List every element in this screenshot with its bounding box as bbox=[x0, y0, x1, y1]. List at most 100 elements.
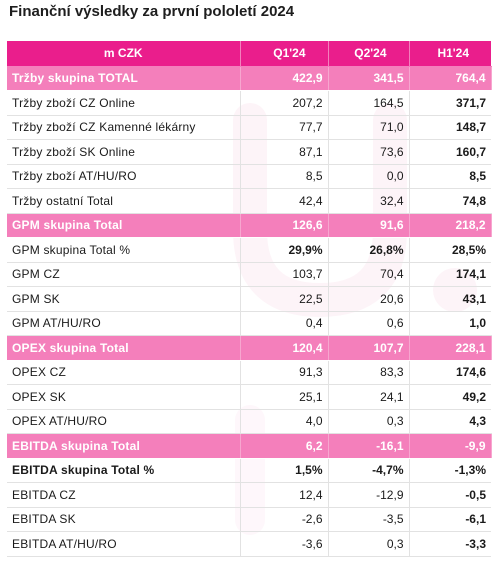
cell-q1: 12,4 bbox=[240, 482, 329, 508]
cell-h1: 228,1 bbox=[409, 335, 492, 361]
cell-q1: 25,1 bbox=[240, 384, 329, 410]
cell-q1: 120,4 bbox=[240, 335, 329, 361]
table-row: Tržby ostatní Total 42,4 32,4 74,8 bbox=[7, 188, 491, 214]
cell-q1: -2,6 bbox=[240, 507, 329, 532]
row-label: GPM CZ bbox=[7, 262, 241, 287]
table-row: OPEX SK 25,1 24,1 49,2 bbox=[7, 384, 491, 410]
cell-q2: 73,6 bbox=[328, 139, 410, 165]
cell-h1: 8,5 bbox=[409, 164, 491, 189]
cell-q1: 0,4 bbox=[240, 311, 329, 336]
cell-h1: -3,3 bbox=[409, 531, 491, 557]
cell-q1: -3,6 bbox=[240, 531, 329, 557]
cell-q1: 91,3 bbox=[240, 360, 329, 385]
cell-h1: 160,7 bbox=[409, 139, 491, 165]
table-row: Tržby zboží AT/HU/RO 8,5 0,0 8,5 bbox=[7, 164, 491, 189]
cell-q1: 77,7 bbox=[240, 115, 329, 140]
row-label: Tržby skupina TOTAL bbox=[7, 66, 241, 91]
cell-h1: -9,9 bbox=[409, 433, 492, 459]
table-row: OPEX CZ 91,3 83,3 174,6 bbox=[7, 360, 491, 385]
table-body: Tržby skupina TOTAL 422,9 341,5 764,4 Tržby … bbox=[7, 66, 492, 557]
row-label: Tržby zboží AT/HU/RO bbox=[7, 164, 241, 189]
row-label: EBITDA skupina Total bbox=[7, 433, 241, 459]
cell-q2: 26,8% bbox=[328, 237, 410, 263]
row-label: EBITDA skupina Total % bbox=[7, 458, 241, 483]
cell-h1: 764,4 bbox=[409, 66, 492, 91]
cell-q1: 22,5 bbox=[240, 286, 329, 312]
cell-h1: 74,8 bbox=[409, 188, 491, 214]
cell-h1: 49,2 bbox=[409, 384, 491, 410]
cell-q1: 8,5 bbox=[240, 164, 329, 189]
cell-q2: 0,0 bbox=[328, 164, 410, 189]
cell-q2: 0,6 bbox=[328, 311, 410, 336]
cell-h1: 4,3 bbox=[409, 409, 491, 434]
cell-h1: 43,1 bbox=[409, 286, 491, 312]
cell-q1: 29,9% bbox=[240, 237, 329, 263]
row-label: GPM SK bbox=[7, 286, 241, 312]
cell-h1: 148,7 bbox=[409, 115, 491, 140]
row-label: GPM skupina Total bbox=[7, 213, 241, 238]
header-unit: m CZK bbox=[7, 41, 241, 67]
cell-h1: -6,1 bbox=[409, 507, 491, 532]
cell-q1: 1,5% bbox=[240, 458, 329, 483]
cell-h1: 28,5% bbox=[409, 237, 491, 263]
row-label: GPM skupina Total % bbox=[7, 237, 241, 263]
table-row: EBITDA CZ 12,4 -12,9 -0,5 bbox=[7, 482, 491, 508]
cell-q1: 87,1 bbox=[240, 139, 329, 165]
cell-q2: 91,6 bbox=[328, 213, 410, 238]
row-label: GPM AT/HU/RO bbox=[7, 311, 241, 336]
row-label: Tržby ostatní Total bbox=[7, 188, 241, 214]
cell-q2: -3,5 bbox=[328, 507, 410, 532]
cell-h1: 174,1 bbox=[409, 262, 491, 287]
cell-q2: -4,7% bbox=[328, 458, 410, 483]
table-row: OPEX AT/HU/RO 4,0 0,3 4,3 bbox=[7, 409, 491, 434]
row-label: Tržby zboží CZ Kamenné lékárny bbox=[7, 115, 241, 140]
cell-q2: 71,0 bbox=[328, 115, 410, 140]
table-row: GPM CZ 103,7 70,4 174,1 bbox=[7, 262, 491, 287]
cell-q2: -16,1 bbox=[328, 433, 410, 459]
cell-q2: 24,1 bbox=[328, 384, 410, 410]
cell-h1: -1,3% bbox=[409, 458, 491, 483]
row-label: EBITDA CZ bbox=[7, 482, 241, 508]
row-label: Tržby zboží SK Online bbox=[7, 139, 241, 165]
row-label: OPEX SK bbox=[7, 384, 241, 410]
table-row: GPM skupina Total % 29,9% 26,8% 28,5% bbox=[7, 237, 491, 263]
cell-q2: 0,3 bbox=[328, 409, 410, 434]
cell-q2: 164,5 bbox=[328, 90, 410, 116]
row-label: Tržby zboží CZ Online bbox=[7, 90, 241, 116]
cell-q1: 42,4 bbox=[240, 188, 329, 214]
table-row: Tržby zboží CZ Online 207,2 164,5 371,7 bbox=[7, 90, 491, 116]
table-row: EBITDA skupina Total % 1,5% -4,7% -1,3% bbox=[7, 458, 491, 483]
table-row: EBITDA SK -2,6 -3,5 -6,1 bbox=[7, 507, 491, 532]
table-header-row: m CZK Q1'24 Q2'24 H1'24 bbox=[7, 41, 491, 67]
cell-q2: 341,5 bbox=[328, 66, 410, 91]
cell-h1: 174,6 bbox=[409, 360, 491, 385]
cell-q1: 103,7 bbox=[240, 262, 329, 287]
table-row: Tržby skupina TOTAL 422,9 341,5 764,4 bbox=[7, 66, 492, 91]
cell-q2: 70,4 bbox=[328, 262, 410, 287]
table-row: EBITDA AT/HU/RO -3,6 0,3 -3,3 bbox=[7, 531, 491, 557]
row-label: OPEX AT/HU/RO bbox=[7, 409, 241, 434]
cell-q1: 6,2 bbox=[240, 433, 329, 459]
cell-q1: 207,2 bbox=[240, 90, 329, 116]
table-row: Tržby zboží CZ Kamenné lékárny 77,7 71,0 14… bbox=[7, 115, 491, 140]
cell-q2: 83,3 bbox=[328, 360, 410, 385]
row-label: OPEX CZ bbox=[7, 360, 241, 385]
cell-q2: 32,4 bbox=[328, 188, 410, 214]
cell-q1: 4,0 bbox=[240, 409, 329, 434]
cell-q2: 20,6 bbox=[328, 286, 410, 312]
header-h1: H1'24 bbox=[409, 41, 491, 67]
cell-q2: 107,7 bbox=[328, 335, 410, 361]
table-row: GPM AT/HU/RO 0,4 0,6 1,0 bbox=[7, 311, 491, 336]
cell-q1: 422,9 bbox=[240, 66, 329, 91]
cell-q2: 0,3 bbox=[328, 531, 410, 557]
header-q1: Q1'24 bbox=[240, 41, 329, 67]
row-label: EBITDA AT/HU/RO bbox=[7, 531, 241, 557]
financial-results-table: m CZK Q1'24 Q2'24 H1'24 Tržby skupina TO… bbox=[7, 41, 492, 557]
cell-h1: 371,7 bbox=[409, 90, 491, 116]
cell-q2: -12,9 bbox=[328, 482, 410, 508]
row-label: EBITDA SK bbox=[7, 507, 241, 532]
cell-h1: 1,0 bbox=[409, 311, 491, 336]
header-q2: Q2'24 bbox=[328, 41, 410, 67]
table-row: OPEX skupina Total 120,4 107,7 228,1 bbox=[7, 335, 492, 361]
table-row: GPM skupina Total 126,6 91,6 218,2 bbox=[7, 213, 492, 238]
